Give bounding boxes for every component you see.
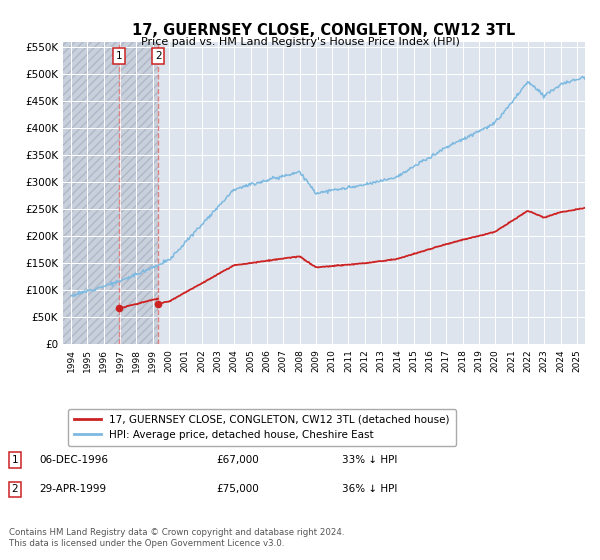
Bar <box>63 42 119 344</box>
Legend: 17, GUERNSEY CLOSE, CONGLETON, CW12 3TL (detached house), HPI: Average price, de: 17, GUERNSEY CLOSE, CONGLETON, CW12 3TL … <box>68 409 455 446</box>
Text: 33% ↓ HPI: 33% ↓ HPI <box>342 455 397 465</box>
Text: 06-DEC-1996: 06-DEC-1996 <box>39 455 108 465</box>
Text: Price paid vs. HM Land Registry's House Price Index (HPI): Price paid vs. HM Land Registry's House … <box>140 37 460 47</box>
Title: 17, GUERNSEY CLOSE, CONGLETON, CW12 3TL: 17, GUERNSEY CLOSE, CONGLETON, CW12 3TL <box>133 23 515 38</box>
Text: £75,000: £75,000 <box>216 484 259 494</box>
Text: 29-APR-1999: 29-APR-1999 <box>39 484 106 494</box>
Text: 36% ↓ HPI: 36% ↓ HPI <box>342 484 397 494</box>
Text: 1: 1 <box>11 455 19 465</box>
Text: Contains HM Land Registry data © Crown copyright and database right 2024.
This d: Contains HM Land Registry data © Crown c… <box>9 528 344 548</box>
Text: 2: 2 <box>155 50 161 60</box>
Text: 1: 1 <box>115 50 122 60</box>
Text: £67,000: £67,000 <box>216 455 259 465</box>
Bar <box>119 42 158 344</box>
Text: 2: 2 <box>11 484 19 494</box>
